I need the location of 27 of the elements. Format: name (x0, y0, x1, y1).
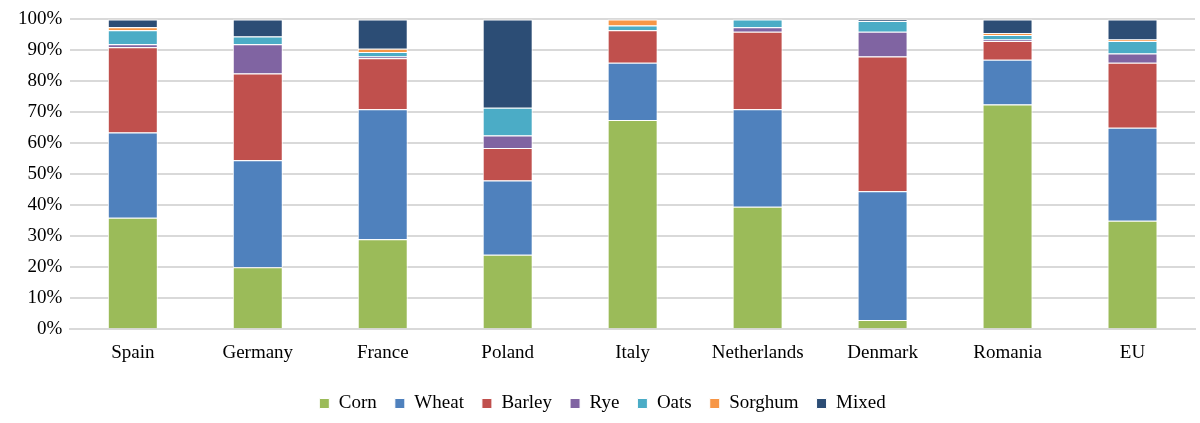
y-tick-label: 20% (27, 255, 63, 277)
y-tick-label: 100% (18, 7, 63, 29)
x-tick-label: EU (1119, 340, 1146, 362)
legend-label: Sorghum (729, 391, 799, 413)
legend-label: Oats (656, 391, 692, 413)
x-tick-label: Germany (222, 340, 294, 362)
x-tick-label: Denmark (847, 340, 919, 362)
y-tick-label: 70% (27, 100, 63, 122)
y-tick-label: 80% (27, 69, 63, 91)
legend-label: Corn (338, 391, 378, 413)
legend-label: Rye (589, 391, 620, 413)
x-tick-label: France (356, 340, 409, 362)
y-tick-label: 10% (27, 286, 63, 308)
x-tick-label: Spain (111, 340, 155, 362)
x-tick-label: Netherlands (711, 340, 804, 362)
legend-label: Barley (501, 391, 553, 413)
y-tick-label: 50% (27, 162, 63, 184)
y-tick-label: 60% (27, 131, 63, 153)
y-tick-label: 30% (27, 224, 63, 246)
x-tick-label: Poland (481, 340, 535, 362)
y-tick-label: 90% (27, 38, 63, 60)
legend-label: Wheat (414, 391, 465, 413)
y-tick-label: 40% (27, 193, 63, 215)
x-tick-label: Italy (615, 340, 651, 362)
x-tick-label: Romania (973, 340, 1043, 362)
legend-label: Mixed (836, 391, 887, 413)
y-tick-label: 0% (37, 317, 63, 339)
